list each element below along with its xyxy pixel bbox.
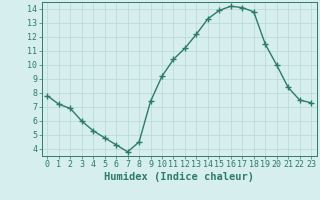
- X-axis label: Humidex (Indice chaleur): Humidex (Indice chaleur): [104, 172, 254, 182]
